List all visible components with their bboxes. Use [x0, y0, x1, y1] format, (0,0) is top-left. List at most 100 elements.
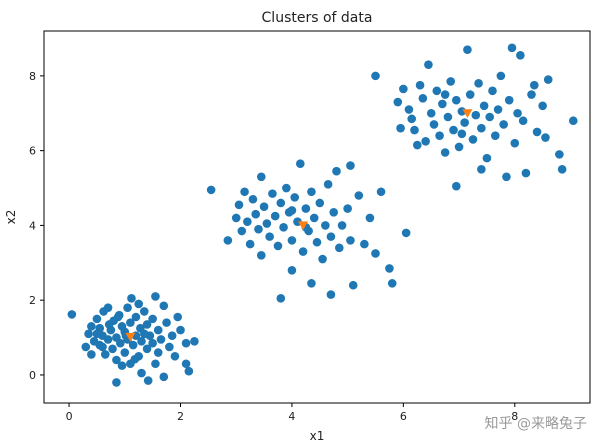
data-point [243, 217, 252, 226]
data-point [415, 80, 425, 90]
data-point [337, 221, 347, 230]
data-point [298, 247, 308, 256]
data-point [113, 312, 123, 322]
data-point [432, 86, 442, 96]
x-axis-label: x1 [310, 429, 325, 443]
data-point [153, 348, 163, 357]
data-point [488, 86, 497, 96]
data-point [176, 325, 185, 335]
data-point [184, 366, 194, 376]
data-point [159, 301, 169, 311]
data-point [287, 265, 297, 275]
data-point [507, 43, 517, 53]
data-point [451, 95, 461, 105]
data-point [326, 290, 336, 299]
data-point [81, 342, 91, 352]
data-point [262, 219, 272, 228]
data-point [451, 181, 461, 191]
data-point [329, 208, 339, 217]
data-point [516, 51, 525, 60]
data-point [240, 187, 249, 197]
data-point [117, 361, 127, 370]
y-axis-label: x2 [4, 210, 18, 225]
data-point [67, 310, 77, 319]
data-point [237, 226, 247, 236]
data-point [100, 350, 110, 359]
data-point [360, 239, 369, 249]
data-point [103, 335, 113, 344]
data-point [435, 131, 444, 140]
data-point [309, 213, 319, 223]
data-point [112, 355, 121, 365]
data-point [143, 376, 153, 385]
data-point [87, 350, 96, 359]
data-point [123, 303, 132, 312]
data-point [92, 314, 102, 324]
data-point [418, 93, 428, 103]
centroid-marker [298, 221, 309, 231]
data-point [173, 312, 183, 322]
data-point [190, 337, 199, 346]
data-point [287, 236, 297, 245]
data-point [502, 172, 511, 182]
data-point [518, 116, 528, 126]
y-tick-label: 4 [29, 219, 36, 232]
data-point [543, 75, 553, 84]
data-point [321, 221, 330, 230]
data-point [92, 329, 102, 339]
data-point [142, 344, 152, 354]
data-point [130, 354, 140, 364]
data-point [457, 129, 467, 139]
data-point [471, 110, 481, 120]
data-point [279, 222, 288, 232]
data-point [474, 79, 483, 88]
chart-title: Clusters of data [262, 10, 373, 26]
data-point [307, 187, 316, 197]
data-point [128, 340, 138, 350]
data-point [326, 232, 336, 241]
data-point [139, 329, 149, 339]
data-point [87, 322, 96, 331]
data-point [396, 123, 405, 133]
data-point [410, 125, 419, 135]
data-point [393, 97, 403, 107]
data-point [301, 204, 311, 213]
data-point [148, 338, 157, 348]
data-point [159, 372, 169, 382]
data-point [254, 224, 263, 234]
data-point [490, 131, 500, 140]
plot-frame [43, 30, 591, 404]
data-point [477, 165, 486, 174]
data-point [287, 206, 297, 215]
data-point [223, 236, 233, 245]
x-axis-ticks: 0 2 4 6 8 [66, 403, 518, 423]
data-point [251, 209, 261, 219]
data-point [371, 249, 380, 258]
data-point [312, 237, 322, 247]
data-point [365, 213, 375, 223]
data-point [499, 120, 508, 129]
data-point [276, 294, 286, 303]
data-point [134, 299, 144, 309]
data-point [376, 187, 386, 197]
data-point [248, 194, 258, 204]
watermark: 知乎 @来略兔子 [485, 415, 587, 432]
data-point [348, 280, 358, 290]
data-point [457, 107, 467, 116]
data-point [106, 325, 116, 335]
x-tick-label: 8 [511, 410, 518, 423]
data-point [440, 90, 450, 99]
data-points [67, 43, 578, 387]
data-point [482, 153, 492, 163]
data-point [477, 123, 486, 133]
data-point [290, 193, 300, 202]
data-point [465, 90, 475, 99]
data-point [532, 127, 542, 137]
data-point [504, 95, 514, 105]
data-point [521, 168, 531, 178]
data-point [527, 90, 536, 99]
data-point [346, 236, 355, 245]
y-tick-label: 0 [29, 369, 36, 382]
data-point [557, 165, 567, 174]
